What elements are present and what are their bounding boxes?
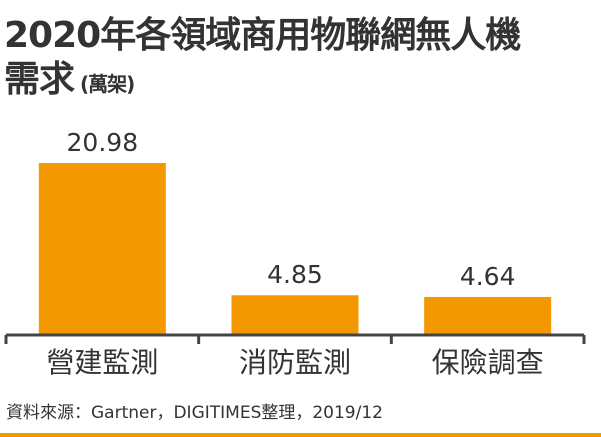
bar-1 (38, 163, 166, 335)
category-label-2: 消防監測 (239, 346, 351, 379)
chart-title: 2020年各領域商用物聯網無人機 需求 (萬架) (4, 14, 521, 106)
category-label-1: 營建監測 (46, 346, 158, 379)
data-label-1: 20.98 (67, 128, 139, 157)
bar-3 (424, 296, 552, 335)
source-note: 資料來源：Gartner，DIGITIMES整理，2019/12 (6, 403, 383, 423)
bar-2 (231, 295, 359, 335)
unit-label: (萬架) (80, 72, 135, 96)
bottom-rule (0, 433, 601, 437)
data-label-3: 4.64 (460, 262, 516, 291)
title-line-1: 2020年各領域商用物聯網無人機 (4, 15, 521, 56)
data-label-2: 4.85 (267, 260, 323, 289)
category-label-3: 保險調查 (432, 346, 544, 379)
title-line-2: 需求 (4, 59, 75, 100)
